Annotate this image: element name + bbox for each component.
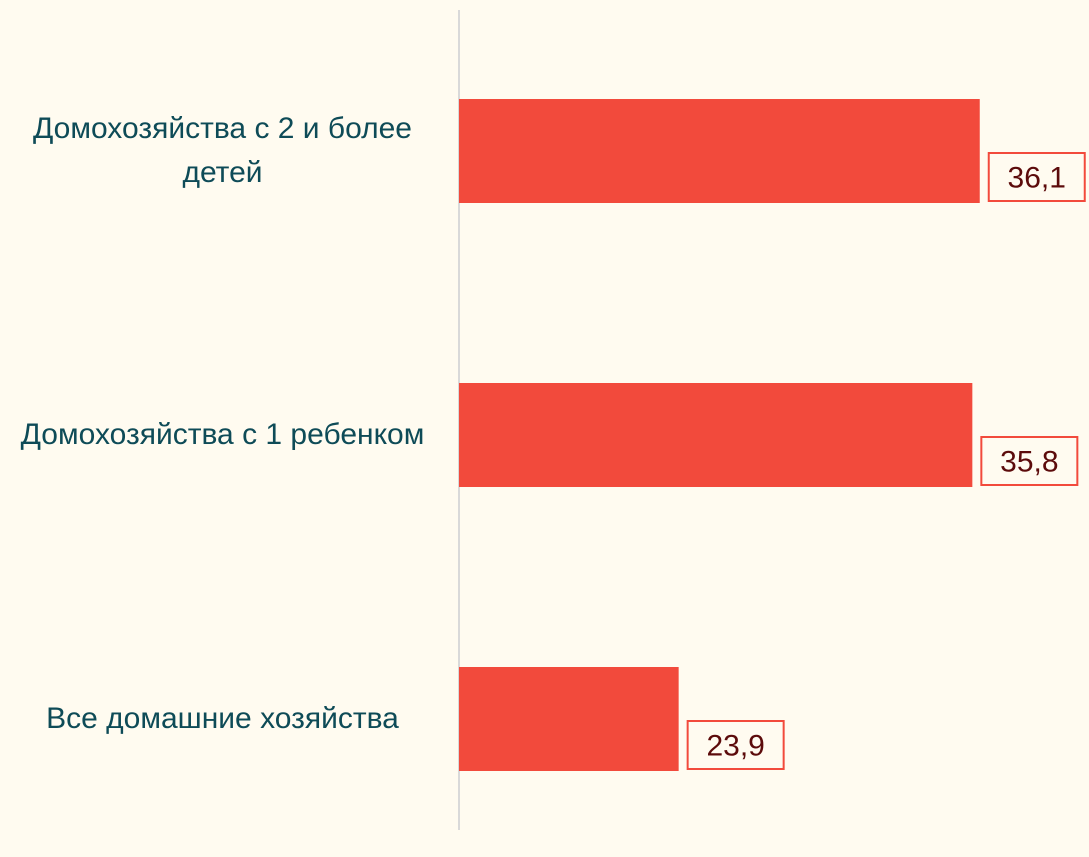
value-label: 35,8 xyxy=(1000,446,1058,479)
value-label: 36,1 xyxy=(1008,162,1066,195)
value-label-box xyxy=(987,152,1086,202)
value-label: 23,9 xyxy=(706,730,764,763)
category-label: Домохозяйства с 1 ребенком xyxy=(20,418,425,451)
value-label-box xyxy=(686,720,785,770)
bar xyxy=(459,99,980,203)
value-label-box xyxy=(980,436,1079,486)
bar xyxy=(459,667,679,771)
category-label: Домохозяйства с 2 и более детей xyxy=(33,112,412,189)
category-label: Все домашние хозяйства xyxy=(46,702,399,735)
bar xyxy=(459,383,973,487)
